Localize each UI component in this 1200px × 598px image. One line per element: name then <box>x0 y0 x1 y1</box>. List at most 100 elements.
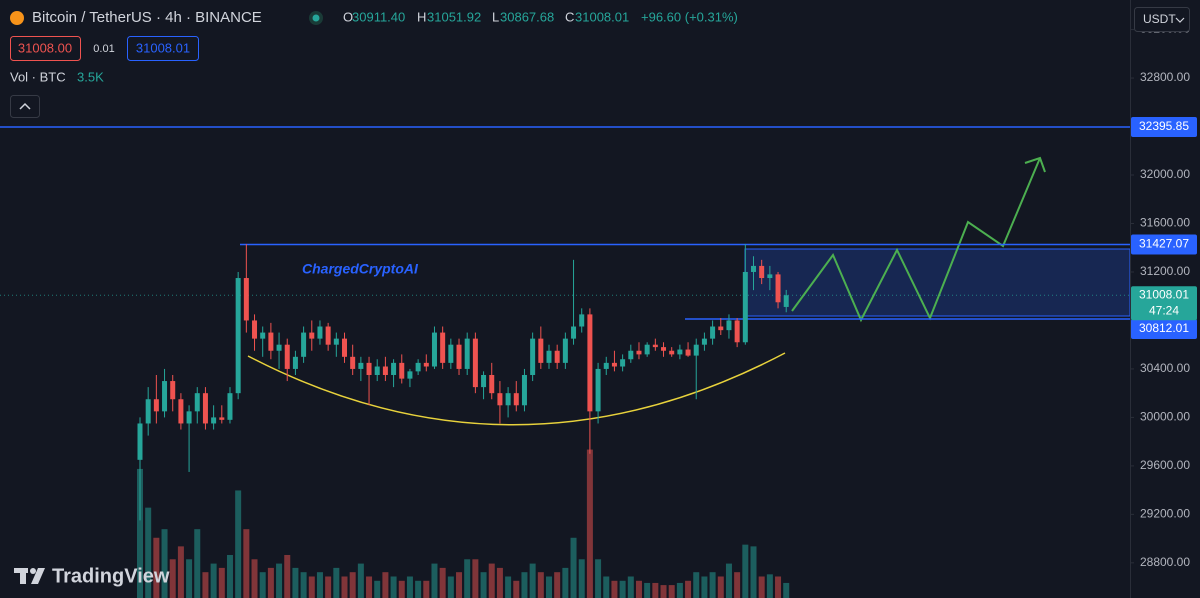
volume-bar <box>341 576 348 598</box>
projection-path <box>791 157 1041 323</box>
volume-bar <box>447 576 454 598</box>
y-tick-label: 30000.00 <box>1140 410 1190 424</box>
candle-body <box>603 362 609 369</box>
candle-body <box>284 344 290 369</box>
volume-bar <box>627 576 634 598</box>
volume-bar <box>406 576 413 598</box>
candle-body <box>399 362 405 379</box>
candle-body <box>145 399 151 424</box>
symbol: Bitcoin / TetherUS · 4h · BINANCE <box>32 9 262 26</box>
volume-bar <box>456 572 463 598</box>
candle-body <box>628 350 634 360</box>
candle-body <box>325 326 331 345</box>
volume-bar <box>308 576 315 598</box>
logo-part <box>30 568 36 574</box>
y-tick-label: 29200.00 <box>1140 507 1190 521</box>
volume-bar <box>644 582 651 598</box>
volume-label: Vol · BTC <box>10 69 66 84</box>
range-box <box>744 248 1131 317</box>
volume-bar <box>259 572 266 598</box>
volume-bar <box>480 572 487 598</box>
volume-bar <box>202 572 209 598</box>
volume-bar <box>783 582 790 598</box>
volume-bar <box>472 559 479 598</box>
candle-body <box>137 423 143 460</box>
currency[interactable]: USDT <box>1143 12 1176 26</box>
candle-body <box>440 332 446 363</box>
volume-bar <box>210 563 217 598</box>
candle-body <box>546 350 552 363</box>
volume-bar <box>251 559 258 598</box>
volume-bar <box>717 576 724 598</box>
candle-body <box>358 362 364 369</box>
candle-body <box>342 338 347 357</box>
volume-bar <box>145 507 152 598</box>
volume-bar <box>431 563 438 598</box>
candle-body <box>497 393 503 406</box>
candle-body <box>243 278 249 321</box>
volume-bar <box>709 572 716 598</box>
high-value: 31051.92 <box>427 9 481 24</box>
ask[interactable]: 31008.01 <box>136 40 190 55</box>
volume-bar <box>750 546 757 598</box>
candle-body <box>587 314 593 412</box>
candle-body <box>685 349 691 356</box>
volume-bar <box>415 580 422 598</box>
candle-body <box>677 349 683 355</box>
candle-body <box>407 371 413 379</box>
candle-body <box>464 338 470 369</box>
volume-bar <box>292 567 299 598</box>
logo-part <box>31 568 45 584</box>
level-label: 30812.01 <box>1139 321 1189 335</box>
volume-bar <box>267 567 274 598</box>
candle-body <box>382 366 388 375</box>
candle-body <box>252 320 258 339</box>
volume-bar <box>349 572 356 598</box>
candle-body <box>636 350 642 355</box>
candle-body <box>260 332 266 339</box>
volume-layer <box>137 449 790 598</box>
volume-bar <box>529 563 536 598</box>
candle-body <box>538 338 544 363</box>
candle-body <box>276 344 282 351</box>
candles-layer <box>137 244 789 521</box>
candle-body <box>309 332 315 339</box>
bid[interactable]: 31008.00 <box>18 40 72 55</box>
candle-body <box>718 326 724 331</box>
candle-body <box>178 399 184 424</box>
volume-bar <box>325 576 332 598</box>
volume-bar <box>496 567 503 598</box>
high-label: H <box>417 9 426 24</box>
volume-bar <box>619 580 626 598</box>
currency-button[interactable] <box>1134 7 1190 32</box>
level-label: 32395.85 <box>1139 119 1189 133</box>
volume-bar <box>177 546 184 598</box>
sell-button[interactable] <box>10 36 81 61</box>
volume-bar <box>194 529 201 598</box>
currency-caret[interactable] <box>1175 17 1185 23</box>
volume-bar <box>635 580 642 598</box>
candle-body <box>571 326 577 339</box>
candle-body <box>710 326 716 339</box>
volume-bar <box>382 572 389 598</box>
candle-body <box>333 338 339 345</box>
candle-body <box>268 332 274 351</box>
candle-body <box>448 344 454 363</box>
candle-body <box>767 274 773 279</box>
collapse-button[interactable] <box>10 95 40 118</box>
candle-body <box>170 381 176 400</box>
collapse-icon[interactable] <box>19 102 31 110</box>
candle-body <box>317 326 323 339</box>
annotation: ChargedCryptoAI <box>302 261 419 277</box>
volume-bar <box>276 563 283 598</box>
volume-bar <box>701 576 708 598</box>
candle-body <box>292 356 298 369</box>
volume-bar <box>775 576 782 598</box>
candle-body <box>431 332 437 367</box>
volume-bar <box>513 580 520 598</box>
buy-button[interactable] <box>127 36 199 61</box>
candle-body <box>742 271 748 343</box>
cup-curve <box>247 352 786 426</box>
candle-body <box>423 362 429 367</box>
